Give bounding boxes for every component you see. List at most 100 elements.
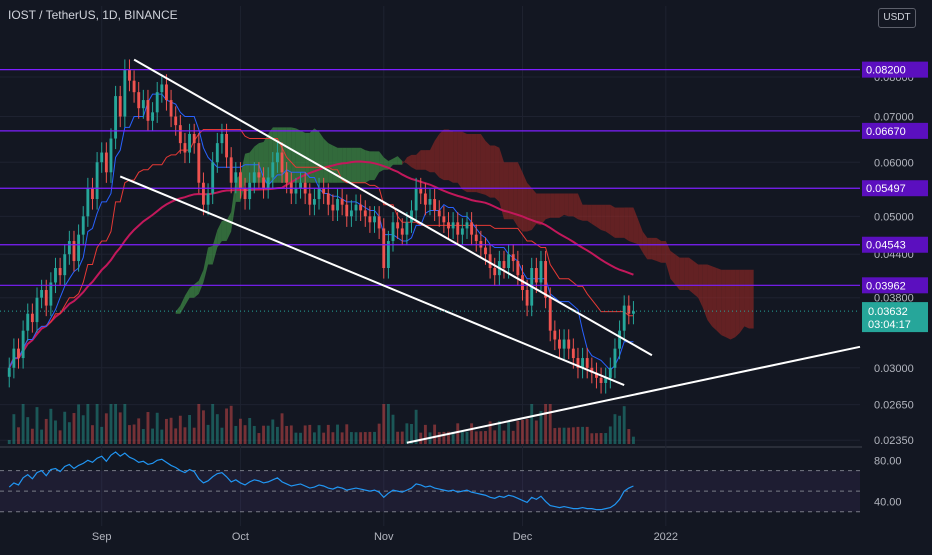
volume-bar [345,424,349,444]
cloud-bear-segment [716,268,722,336]
cloud-bear-segment [605,204,611,235]
cloud-bull-segment [319,131,324,183]
candle-body [81,216,85,235]
trendline [406,345,861,444]
candle-body [507,254,511,269]
volume-bar [354,432,358,444]
volume-bar [627,429,631,444]
cloud-bear-segment [517,162,523,232]
volume-bar [211,404,215,444]
candle-body [308,193,312,205]
candle-body [160,84,164,93]
candle-body [516,261,520,276]
candle-body [474,234,478,242]
level-label-box [862,277,928,294]
price-axis-tick: 0.05000 [874,211,914,223]
cloud-bear-segment [642,231,648,260]
volume-bar [456,423,460,444]
candle-body [151,112,155,121]
candle-body [17,348,20,359]
volume-bar [511,430,515,444]
volume-bar [618,415,622,444]
candle-body [359,204,363,211]
time-axis-tick: Nov [374,531,394,543]
cloud-bear-segment [749,269,754,329]
cloud-bear-segment [536,193,541,226]
candle-body [197,143,201,183]
volume-bar [72,413,76,444]
volume-bar [151,428,155,444]
volume-bar [400,431,404,444]
cloud-bear-segment [522,172,528,232]
candle-body [114,96,118,139]
volume-bar [308,424,312,444]
candle-body [414,188,418,211]
candle-body [155,92,159,113]
candle-body [595,372,598,378]
volume-bar [437,432,441,444]
volume-bar [423,424,427,444]
volume-bar [155,412,159,444]
level-label: 0.05497 [866,183,906,195]
candle-body [141,100,145,109]
cloud-bear-segment [730,269,736,340]
cloud-bull-segment [365,150,370,183]
cloud-bull-segment [175,305,181,314]
candle-body [419,188,423,194]
volume-bar [81,415,85,444]
current-price-box [862,302,928,333]
price-axis-tick: 0.03800 [874,293,914,305]
cloud-bear-segment [554,193,560,218]
cloud-bear-segment [651,237,657,262]
volume-bar [368,431,372,444]
volume-bar [548,404,552,444]
volume-bar [146,412,150,444]
cloud-bear-segment [619,207,625,238]
candle-body [30,313,34,323]
volume-bar [225,408,228,444]
cloud-bull-segment [231,178,236,232]
volume-bar [86,404,90,444]
volume-bar [604,433,608,444]
candle-body [442,216,446,223]
volume-bar [128,425,131,444]
time-axis-tick: Dec [513,531,533,543]
cloud-bull-segment [286,127,292,183]
cloud-bull-segment [212,229,218,265]
volume-bar [118,412,122,444]
cloud-bear-segment [462,131,467,193]
volume-bar [516,420,520,444]
candle-body [95,162,99,200]
candle-body [470,222,474,235]
candle-body [77,234,81,262]
cloud-bear-segment [420,150,426,170]
candle-body [525,289,529,306]
volume-bar [539,411,543,444]
cloud-bull-segment [217,220,222,248]
cloud-bear-segment [443,129,449,181]
volume-bar [165,418,168,444]
volume-bar [363,432,367,444]
volume-bar [202,410,205,444]
candle-body [373,216,376,223]
candle-body [405,222,409,235]
cloud-bear-segment [665,241,671,279]
volume-bar [100,426,104,444]
volume-bar [192,427,196,444]
candle-body [192,133,196,144]
cloud-bear-segment [490,145,495,198]
volume-bar [220,427,224,444]
cloud-bear-segment [411,154,417,170]
candle-body [322,188,326,194]
candle-body [118,96,122,117]
cloud-bear-segment [540,193,546,226]
level-label-box [862,122,928,139]
candle-body [521,275,524,290]
level-label-box [862,61,928,78]
candle-body [58,268,62,276]
price-axis-tick: 0.07000 [874,112,914,124]
currency-button[interactable]: USDT [878,8,916,28]
volume-bar [530,404,534,444]
cloud-bear-segment [688,257,694,294]
time-axis-tick: Sep [92,531,112,543]
